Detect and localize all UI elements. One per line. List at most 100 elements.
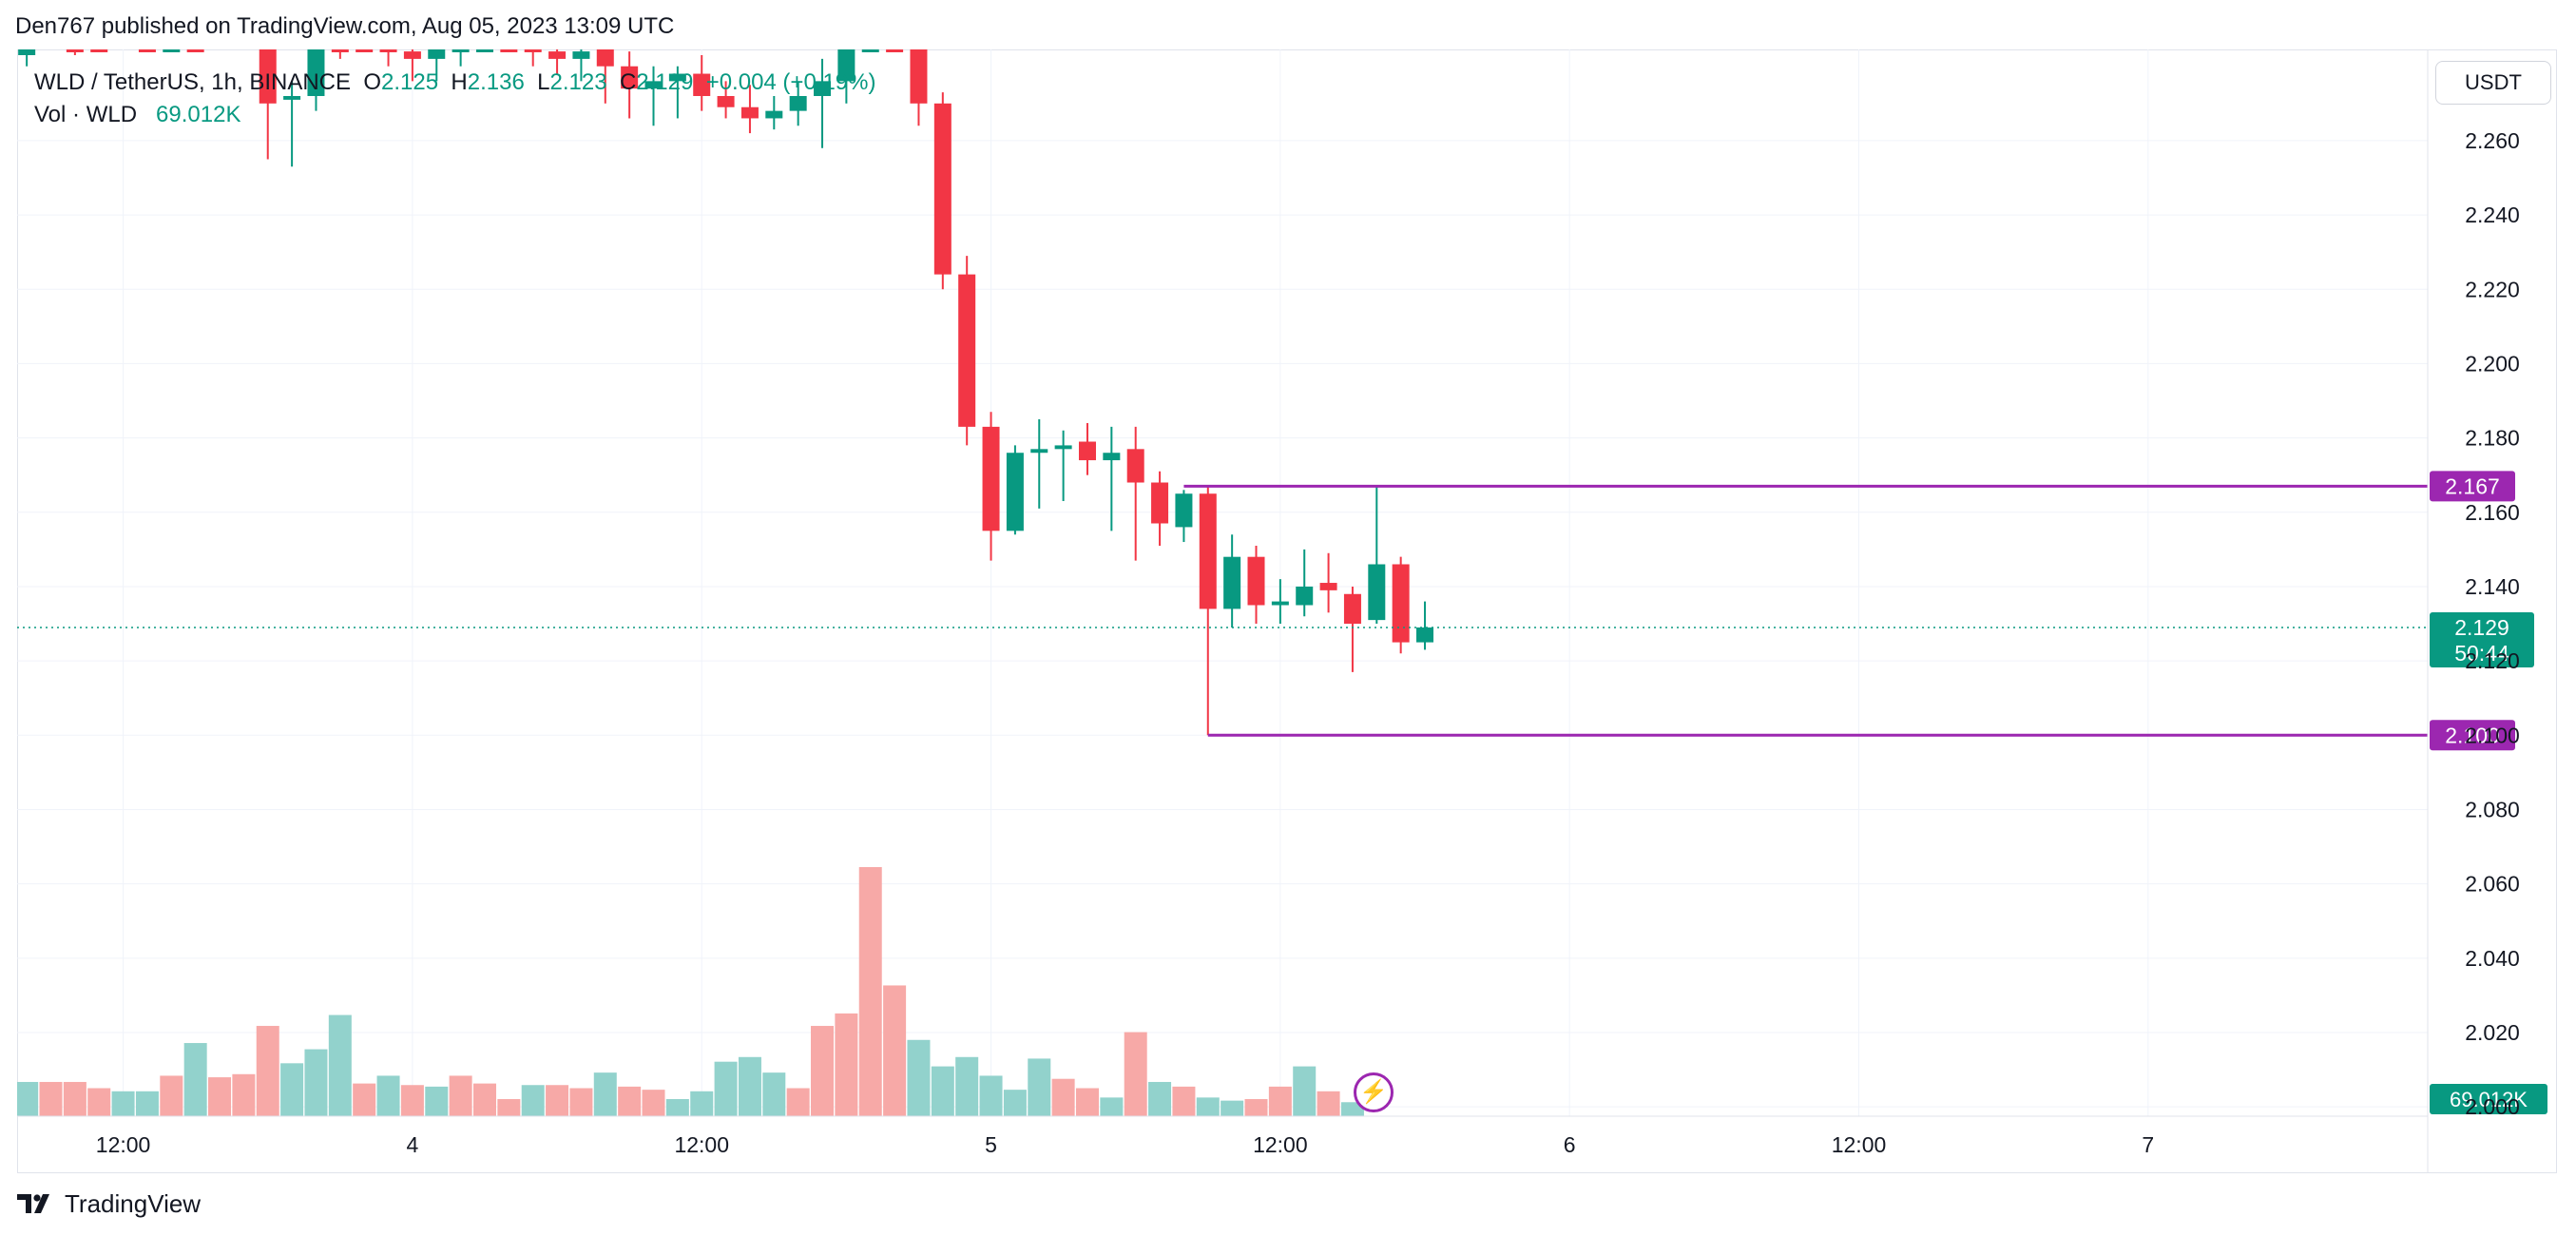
open-value: 2.125: [381, 69, 439, 95]
candle: [1199, 486, 1217, 736]
volume-bar: [835, 1013, 858, 1116]
y-tick-label: 2.160: [2465, 500, 2520, 525]
candle-body: [740, 106, 759, 119]
candle-body: [403, 51, 421, 59]
volume-bar: [979, 1075, 1003, 1116]
volume-label[interactable]: Vol · WLD: [34, 102, 138, 127]
volume-bar: [256, 1026, 279, 1116]
y-tick-label: 2.180: [2465, 426, 2520, 451]
candle: [933, 92, 952, 290]
candle: [18, 49, 36, 67]
candle: [163, 49, 181, 52]
candle-body: [1392, 564, 1410, 643]
volume-row: Vol · WLD 69.012K: [34, 99, 875, 131]
y-tick-label: 2.140: [2465, 574, 2520, 599]
candle-body: [1368, 564, 1386, 621]
y-tick-label: 2.240: [2465, 203, 2520, 227]
volume-bar: [931, 1066, 954, 1116]
candle: [861, 49, 879, 52]
volume-bar: [1268, 1086, 1292, 1116]
candle: [1126, 426, 1144, 561]
x-tick-label: 6: [1564, 1132, 1576, 1157]
volume-bar: [786, 1088, 810, 1116]
volume-bars: [17, 867, 1364, 1116]
grid-lines: [17, 49, 2428, 1116]
volume-bar: [569, 1088, 593, 1116]
candle: [1175, 490, 1193, 543]
candle: [138, 49, 156, 52]
candle-body: [475, 49, 493, 52]
volume-bar: [232, 1073, 256, 1116]
volume-bar: [111, 1091, 135, 1116]
volume-bar: [1293, 1066, 1317, 1116]
change-value: +0.004 (+0.19%): [705, 69, 876, 95]
x-tick-label: 12:00: [1253, 1132, 1308, 1157]
candle-body: [693, 73, 711, 96]
y-tick-label: 2.120: [2465, 648, 2520, 673]
candle: [1392, 556, 1410, 654]
candle: [1416, 601, 1434, 650]
candle: [1030, 419, 1048, 509]
candle-body: [548, 51, 567, 59]
y-tick-label: 2.100: [2465, 723, 2520, 747]
candle: [1103, 426, 1121, 531]
volume-bar: [135, 1091, 159, 1116]
low-value: 2.123: [549, 69, 607, 95]
volume-bar: [353, 1083, 376, 1116]
candle-body: [138, 49, 156, 52]
volume-bar: [762, 1072, 786, 1116]
high-value: 2.136: [467, 69, 525, 95]
candle-body: [307, 49, 325, 96]
volume-bar: [472, 1083, 496, 1116]
candle: [475, 49, 493, 52]
candle-body: [428, 49, 446, 59]
candle-body: [1223, 556, 1241, 609]
candle-body: [379, 49, 397, 52]
volume-bar: [183, 1043, 207, 1116]
x-tick-label: 5: [985, 1132, 997, 1157]
candle: [1078, 422, 1096, 475]
candle: [1271, 579, 1289, 625]
candle: [1006, 445, 1024, 535]
candle-body: [18, 49, 36, 55]
candle: [186, 49, 204, 52]
candle: [958, 256, 976, 446]
volume-bar: [618, 1086, 642, 1116]
candle-body: [861, 49, 879, 52]
volume-bar: [17, 1081, 39, 1116]
level-price-tag: [2430, 471, 2515, 502]
candle: [283, 81, 301, 167]
tradingview-logo-icon: [17, 1194, 49, 1213]
candle: [982, 412, 1000, 561]
volume-bar: [907, 1039, 931, 1116]
candle-body: [1006, 453, 1024, 531]
candle-body: [1078, 441, 1096, 461]
volume-axis-label: 69.012K: [2450, 1088, 2528, 1111]
candle: [259, 49, 277, 160]
candle-body: [621, 66, 639, 89]
volume-bar: [304, 1049, 328, 1116]
candle-body: [933, 103, 952, 275]
candle-body: [1175, 493, 1193, 528]
symbol-label[interactable]: WLD / TetherUS, 1h, BINANCE: [34, 69, 351, 95]
level-price-label: 2.100: [2445, 723, 2500, 747]
candle: [668, 66, 686, 119]
currency-button[interactable]: USDT: [2435, 61, 2551, 105]
volume-bar: [280, 1063, 304, 1116]
candle: [765, 95, 783, 130]
candle: [1319, 552, 1337, 613]
lightning-bolt-icon[interactable]: ⚡: [1354, 1072, 1394, 1112]
close-value: 2.129: [636, 69, 694, 95]
candle-body: [331, 49, 349, 52]
candle: [356, 49, 374, 52]
candle: [717, 81, 735, 119]
x-tick-label: 12:00: [1832, 1132, 1887, 1157]
volume-bar: [497, 1098, 521, 1116]
volume-bar: [1003, 1090, 1027, 1116]
volume-bar: [87, 1088, 111, 1116]
candle-body: [1247, 556, 1265, 606]
y-tick-label: 2.260: [2465, 128, 2520, 153]
chart-legend: WLD / TetherUS, 1h, BINANCE O2.125 H2.13…: [34, 67, 875, 131]
candle-body: [1126, 449, 1144, 483]
